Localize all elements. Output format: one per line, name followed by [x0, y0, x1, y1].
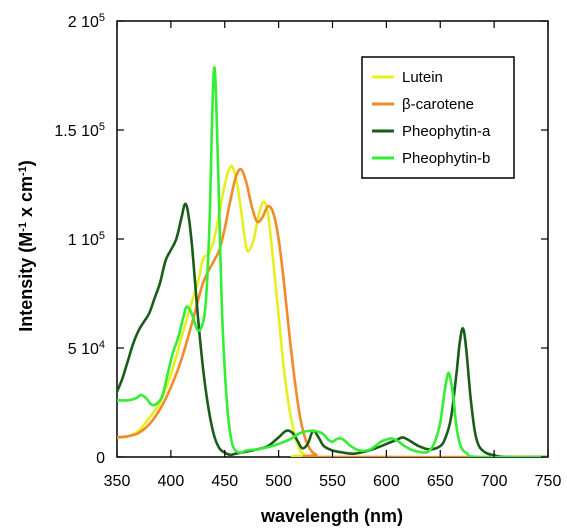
series-layer — [117, 66, 548, 457]
x-tick-label: 650 — [427, 473, 454, 490]
axes-layer: 350 400 450 500 550 600 650 700 750 0 5 104 1 105 1.… — [54, 12, 561, 490]
series-line-lutein — [117, 164, 548, 457]
legend-label: Pheophytin-a — [402, 123, 491, 140]
legend-label: Lutein — [402, 69, 443, 86]
x-tick-label: 600 — [373, 473, 400, 490]
y-axis-title-sup2: -1 — [17, 166, 29, 176]
x-tick-label: 700 — [481, 473, 508, 490]
y-tick-label: 0 — [96, 450, 105, 467]
y-tick-label: 1.5 105 — [54, 121, 105, 140]
x-tick-label: 350 — [104, 473, 131, 490]
x-tick-label: 500 — [265, 473, 292, 490]
x-axis-title: wavelength (nm) — [260, 506, 403, 526]
legend-label: β-carotene — [402, 96, 474, 113]
x-tick-label: 450 — [211, 473, 238, 490]
y-tick-label: 2 105 — [68, 12, 105, 31]
series-line-pheophytin-a — [117, 202, 548, 457]
legend-label: Pheophytin-b — [402, 150, 490, 167]
series-line-pheophytin-b — [117, 66, 548, 457]
x-tick-label: 750 — [535, 473, 562, 490]
y-tick-label: 1 105 — [68, 230, 105, 249]
y-tick-label: 5 104 — [68, 339, 105, 358]
x-tick-label: 550 — [319, 473, 346, 490]
y-axis-title-mid: x cm — [16, 176, 36, 222]
y-axis-title-base: Intensity (M — [16, 232, 36, 332]
series-line--carotene — [117, 167, 548, 457]
y-axis-title-sup1: -1 — [17, 222, 29, 232]
x-tick-label: 400 — [158, 473, 185, 490]
legend: Lutein β-carotene Pheophytin-a Pheophytin-b — [361, 56, 515, 179]
y-axis-title-end: ) — [16, 160, 36, 166]
y-axis-title: Intensity (M-1 x cm-1) — [16, 160, 36, 332]
